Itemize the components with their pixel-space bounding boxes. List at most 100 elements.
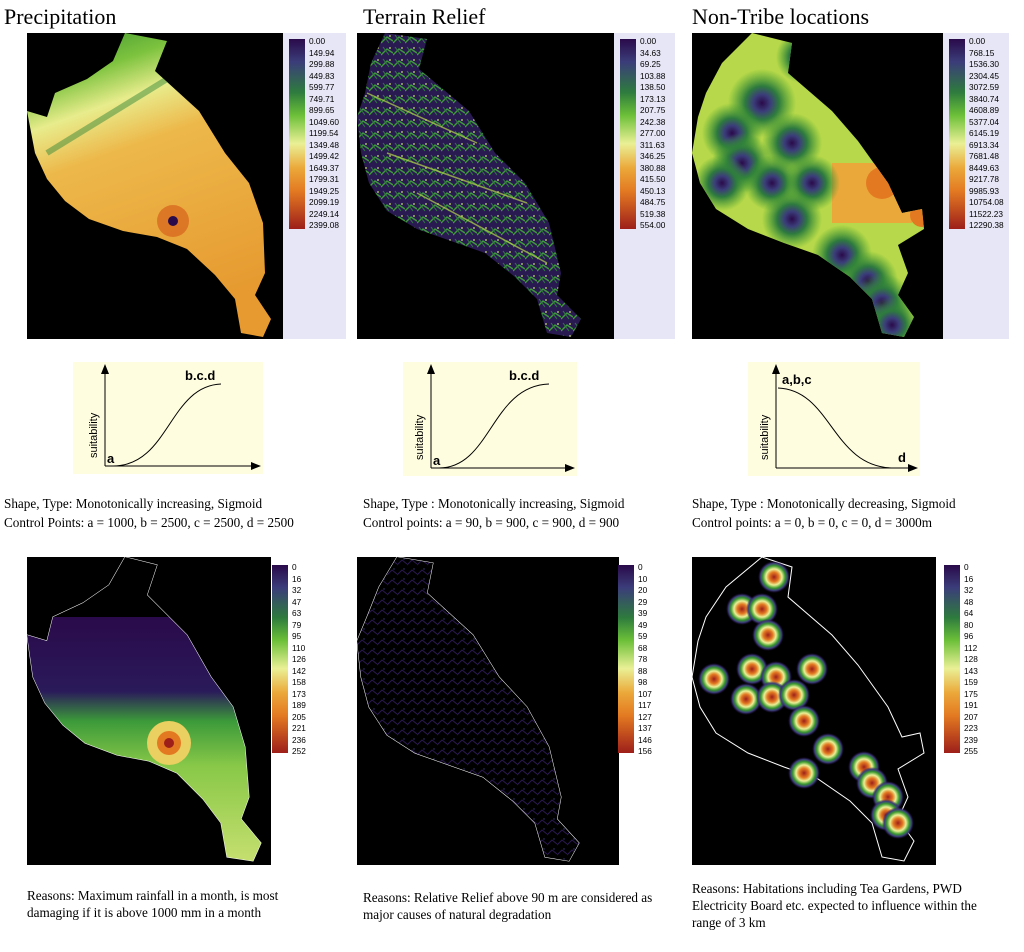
legend-tick: 0 — [292, 562, 297, 572]
curve-y-arrow — [101, 364, 109, 374]
precipitation-input-legend: 0.00 149.94 299.88 449.83 599.77 749.71 … — [283, 33, 346, 339]
legend-tick: 2399.08 — [309, 220, 339, 230]
legend-tick: 223 — [964, 723, 978, 733]
legend-tick: 175 — [964, 688, 978, 699]
legend-tick: 0.00 — [309, 36, 326, 46]
legend-tick: 146 — [638, 734, 652, 745]
legend-tick: 221 — [292, 723, 306, 733]
terrain-relief-title: Terrain Relief — [363, 4, 486, 29]
legend-tick: 126 — [292, 654, 306, 664]
precipitation-shape-caption: Shape, Type: Monotonically increasing, S… — [4, 496, 263, 511]
legend-tick: 236 — [292, 734, 306, 745]
curve-bottom-label: a — [433, 453, 441, 468]
terrain-relief-reason: Reasons: Relative Relief above 90 m are … — [363, 890, 653, 922]
legend-tick: 88 — [638, 665, 648, 676]
legend-tick: 415.50 — [640, 174, 666, 184]
legend-tick: 10754.08 — [969, 197, 1004, 207]
legend-tick: 68 — [638, 642, 648, 653]
curve-bottom-label: d — [898, 450, 906, 465]
legend-tick: 80 — [964, 619, 974, 630]
curve-canvas: a,b,c d suitability — [759, 364, 918, 472]
curve-y-arrow — [772, 364, 780, 374]
precipitation-reason: Reasons: Maximum rainfall in a month, is… — [27, 888, 279, 920]
legend-tick: 191 — [964, 700, 978, 710]
non-tribe-title: Non-Tribe locations — [692, 4, 870, 29]
legend-tick: 0 — [964, 562, 969, 572]
legend-tick: 207.75 — [640, 105, 666, 115]
legend-tick: 12290.38 — [969, 220, 1004, 230]
precipitation-input-map — [27, 33, 285, 339]
curve-y-arrow — [427, 364, 435, 374]
legend-tick: 2099.19 — [309, 197, 339, 207]
precipitation-control-caption: Control Points: a = 1000, b = 2500, c = … — [4, 515, 294, 530]
terrain-relief-control-caption: Control points: a = 90, b = 900, c = 900… — [363, 515, 620, 530]
legend-tick: 346.25 — [640, 151, 666, 161]
legend-tick: 127 — [638, 711, 652, 722]
curve-top-label: b.c.d — [509, 368, 539, 383]
curve-top-label: b.c.d — [185, 368, 215, 383]
legend-tick: 380.88 — [640, 162, 666, 173]
terrain-relief-output-map-canvas — [357, 557, 580, 862]
legend-tick: 142 — [292, 665, 306, 676]
curve-ylabel: suitability — [759, 414, 771, 460]
curve-ylabel: suitability — [88, 412, 100, 458]
legend-tick: 16 — [292, 573, 302, 584]
non-tribe-membership-curve: a,b,c d suitability — [748, 362, 920, 476]
legend-tick: 149.94 — [309, 47, 335, 58]
legend-tick: 242.38 — [640, 116, 666, 127]
legend-tick: 20 — [638, 585, 648, 595]
legend-tick: 48 — [964, 596, 974, 607]
legend-tick: 9985.93 — [969, 185, 999, 196]
curve-line — [438, 383, 550, 469]
legend-tick: 6145.19 — [969, 128, 999, 138]
non-tribe-reason: Reasons: Habitations including Tea Garde… — [692, 881, 977, 930]
legend-tick: 98 — [638, 677, 648, 687]
legend-tick: 47 — [292, 596, 302, 607]
legend-tick: 252 — [292, 746, 306, 756]
legend-tick: 96 — [964, 631, 974, 641]
legend-tick: 64 — [964, 608, 974, 618]
legend-tick: 749.71 — [309, 93, 335, 104]
legend-tick: 484.75 — [640, 197, 666, 207]
non-tribe-shape-caption: Shape, Type : Monotonically decreasing, … — [692, 496, 956, 511]
legend-tick: 0.00 — [640, 36, 657, 46]
non-tribe-output-map-canvas — [692, 557, 925, 862]
legend-tick: 107 — [638, 688, 652, 699]
legend-tick: 255 — [964, 746, 978, 756]
legend-tick: 32 — [292, 585, 302, 595]
legend-tick: 554.00 — [640, 220, 666, 230]
legend-tick: 519.38 — [640, 208, 666, 219]
legend-tick: 16 — [964, 573, 974, 584]
legend-tick: 599.77 — [309, 82, 335, 92]
legend-tick: 299.88 — [309, 59, 335, 69]
legend-tick: 69.25 — [640, 59, 661, 69]
legend-tick: 4608.89 — [969, 105, 999, 115]
legend-tick: 103.88 — [640, 70, 666, 81]
legend-tick: 159 — [964, 677, 978, 687]
legend-tick: 39 — [638, 608, 648, 618]
precipitation-membership-curve: b.c.d a suitability — [73, 362, 263, 474]
curve-canvas: b.c.d a suitability — [414, 364, 575, 472]
legend-tick: 5377.04 — [969, 116, 999, 127]
legend-tick: 1649.37 — [309, 162, 339, 173]
terrain-relief-input-legend: 0.00 34.63 69.25 103.88 138.50 173.13 20… — [614, 33, 675, 339]
legend-tick: 173 — [292, 688, 306, 699]
curve-x-arrow — [251, 462, 261, 470]
curve-bottom-label: a — [107, 451, 115, 466]
legend-tick: 450.13 — [640, 185, 666, 196]
legend-tick: 1536.30 — [969, 59, 999, 69]
legend-tick: 1499.42 — [309, 151, 339, 161]
legend-tick: 117 — [638, 700, 652, 710]
legend-tick: 1049.60 — [309, 116, 339, 127]
terrain-relief-membership-curve: b.c.d a suitability — [403, 362, 577, 476]
legend-tick: 1199.54 — [309, 128, 339, 138]
legend-tick: 449.83 — [309, 70, 335, 81]
terrain-relief-input-map — [357, 33, 615, 339]
precipitation-input-map-canvas — [27, 33, 271, 337]
legend-tick: 311.63 — [640, 139, 665, 150]
legend-tick: 79 — [292, 619, 302, 630]
legend-tick: 173.13 — [640, 93, 666, 104]
legend-tick: 49 — [638, 619, 648, 630]
legend-tick: 1349.48 — [309, 139, 339, 150]
legend-tick: 1799.31 — [309, 174, 339, 184]
